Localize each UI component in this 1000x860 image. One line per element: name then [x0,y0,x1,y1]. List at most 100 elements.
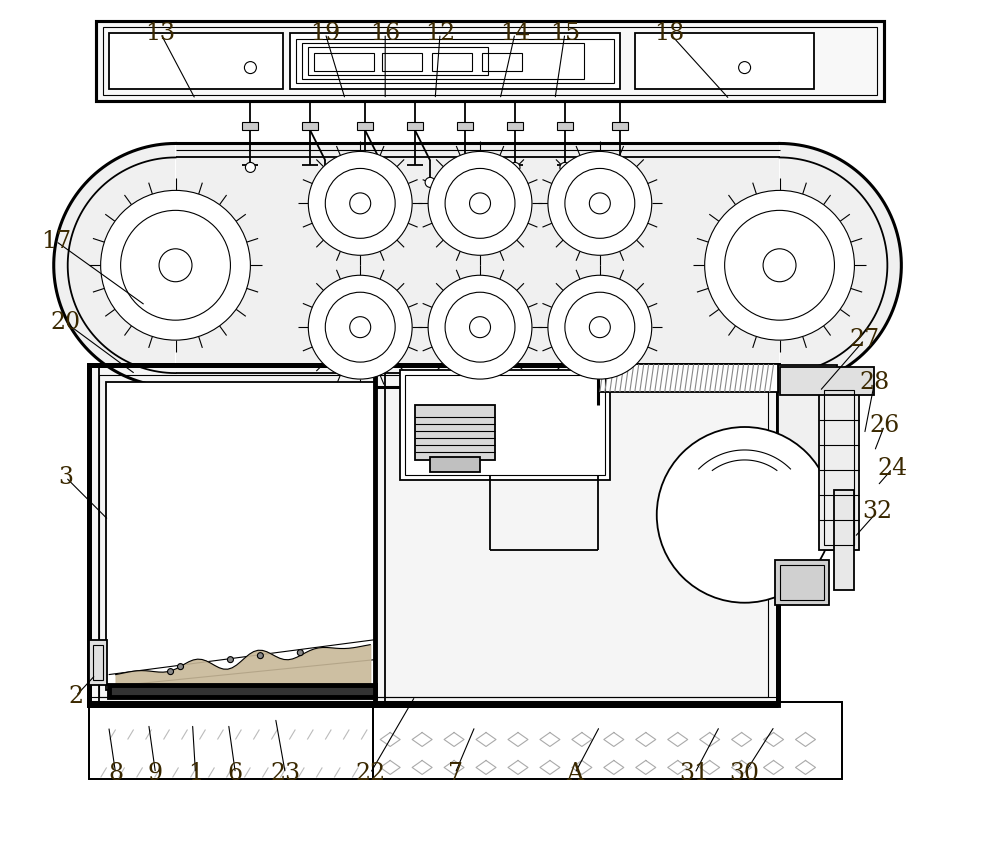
Circle shape [428,275,532,379]
Text: 22: 22 [355,762,385,785]
Text: 19: 19 [310,22,340,45]
Bar [109,685,375,697]
Bar [405,375,605,475]
Bar [373,702,842,779]
Bar [93,645,103,679]
Bar [834,490,854,590]
Circle shape [325,292,395,362]
Circle shape [657,427,832,603]
Text: 16: 16 [370,22,400,45]
Circle shape [159,249,192,282]
Bar [290,33,620,89]
Circle shape [470,193,491,214]
Bar [89,640,107,685]
Bar [314,52,374,71]
Circle shape [725,211,834,320]
Bar [507,122,523,131]
Bar [357,122,373,131]
Bar [780,367,874,395]
Circle shape [245,163,255,172]
Bar [415,405,495,460]
Circle shape [297,649,303,655]
Circle shape [375,177,385,187]
Circle shape [320,177,330,187]
Bar [557,122,573,131]
Text: 13: 13 [145,22,176,45]
Circle shape [589,316,610,338]
Bar [106,382,375,690]
Text: 20: 20 [51,311,81,335]
Bar [302,122,318,131]
Text: 18: 18 [655,22,685,45]
Bar [308,46,488,75]
Text: A: A [566,762,583,785]
Bar [373,702,842,779]
Circle shape [589,193,610,214]
Circle shape [178,664,184,670]
Bar [824,390,854,545]
Bar [457,122,473,131]
Bar [89,702,373,779]
Text: 26: 26 [869,415,900,437]
Circle shape [308,151,412,255]
Bar [103,27,877,95]
Bar [819,385,859,550]
Circle shape [445,292,515,362]
Text: 6: 6 [228,762,243,785]
Text: 31: 31 [680,762,710,785]
Text: 30: 30 [730,762,760,785]
Bar [482,52,522,71]
Bar [89,702,373,779]
Circle shape [705,190,854,341]
Bar [89,366,778,704]
Circle shape [460,163,470,172]
Text: 8: 8 [108,762,123,785]
Bar [598,364,778,392]
Circle shape [168,668,174,674]
Text: 7: 7 [448,762,463,785]
Bar [432,52,472,71]
Bar [242,122,258,131]
Bar [780,565,824,599]
Bar [109,33,283,89]
Circle shape [763,249,796,282]
Text: 1: 1 [188,762,203,785]
Circle shape [227,657,233,662]
Circle shape [425,177,435,187]
Text: 2: 2 [68,685,83,708]
Text: 9: 9 [148,762,163,785]
Circle shape [565,169,635,238]
Bar [612,122,628,131]
Bar [89,366,778,704]
Bar [430,457,480,472]
Circle shape [101,190,250,341]
Circle shape [560,163,570,172]
Bar [778,366,837,550]
Polygon shape [54,144,901,387]
Circle shape [615,163,625,172]
Circle shape [121,211,230,320]
Circle shape [548,275,652,379]
Text: 24: 24 [877,458,907,480]
Bar [407,122,423,131]
Bar [775,560,829,605]
Bar [302,43,584,78]
Bar [382,52,422,71]
Text: 14: 14 [500,22,530,45]
Text: 23: 23 [270,762,300,785]
Circle shape [565,292,635,362]
Circle shape [244,62,256,74]
Circle shape [445,169,515,238]
Text: 3: 3 [58,466,73,488]
Text: 15: 15 [550,22,580,45]
Bar [96,21,884,101]
Circle shape [510,163,520,172]
Circle shape [739,62,751,74]
Circle shape [350,316,371,338]
Bar [635,33,814,89]
Circle shape [548,151,652,255]
Text: 12: 12 [425,22,455,45]
Text: 17: 17 [41,230,71,253]
Text: 28: 28 [859,372,890,394]
Text: 27: 27 [849,329,879,352]
